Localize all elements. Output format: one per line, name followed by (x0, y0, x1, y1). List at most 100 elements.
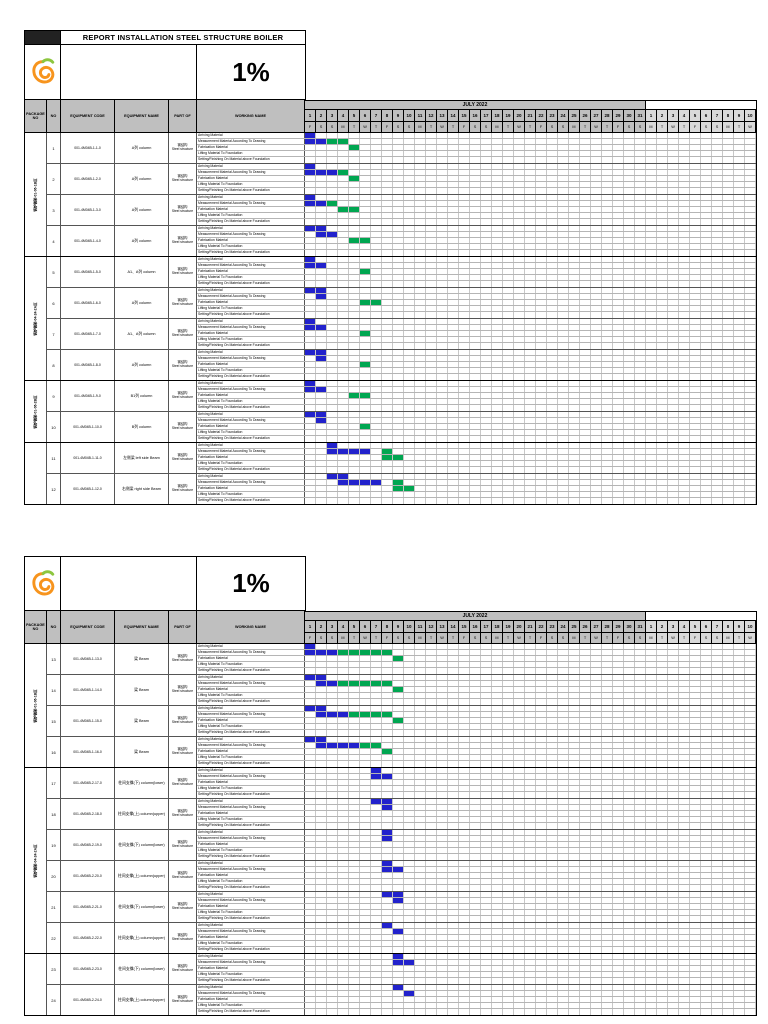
schedule-cell (635, 854, 646, 860)
schedule-cell (613, 467, 624, 473)
schedule-cell (525, 836, 536, 841)
schedule-cell (734, 139, 745, 144)
schedule-cell (701, 668, 712, 674)
schedule-cell (734, 399, 745, 404)
schedule-cell (624, 873, 635, 878)
schedule-cell (360, 910, 371, 915)
schedule-cell (514, 916, 525, 922)
schedule-cell (569, 294, 580, 299)
schedule-cell (668, 164, 679, 169)
schedule-cell (536, 749, 547, 754)
schedule-cell (360, 817, 371, 822)
schedule-cell (448, 799, 459, 804)
schedule-cell (602, 188, 613, 194)
schedule-cell (580, 842, 591, 847)
schedule-cell (558, 749, 569, 754)
schedule-cell (514, 730, 525, 736)
schedule-cell (514, 811, 525, 816)
schedule-cell (514, 325, 525, 330)
day-number-next-month: 2 (657, 110, 668, 122)
schedule-cell (503, 219, 514, 225)
schedule-cell (558, 343, 569, 349)
schedule-cell (503, 226, 514, 231)
schedule-cell (338, 263, 349, 268)
schedule-cell (679, 693, 690, 698)
schedule-cell (536, 250, 547, 256)
schedule-cell (569, 774, 580, 779)
schedule-cell (393, 675, 404, 680)
schedule-cell (558, 244, 569, 249)
schedule-cell (745, 650, 756, 655)
schedule-cell (437, 269, 448, 274)
schedule-cell (591, 269, 602, 274)
schedule-cell (382, 786, 393, 791)
schedule-cell (580, 319, 591, 324)
schedule-cell (393, 133, 404, 138)
schedule-cell (613, 662, 624, 667)
equipment-code: 001-4M04B-1-9-0 (61, 381, 115, 411)
schedule-cell (712, 337, 723, 342)
schedule-cell (646, 644, 657, 649)
schedule-cell (426, 675, 437, 680)
package-no-cell: 锅炉钢架-04-24-2A区 (25, 768, 47, 953)
schedule-cell (360, 916, 371, 922)
schedule-cell (503, 885, 514, 891)
schedule-cell (393, 842, 404, 847)
schedule-cell (701, 662, 712, 667)
schedule-cell (437, 294, 448, 299)
schedule-cell (316, 923, 327, 928)
schedule-cell (569, 768, 580, 773)
schedule-cell (657, 238, 668, 243)
schedule-cell (712, 786, 723, 791)
schedule-cell (723, 275, 734, 280)
part-of-cell: 钢结构 Steel structure (169, 706, 197, 736)
schedule-cell (514, 157, 525, 163)
schedule-cell (635, 133, 646, 138)
schedule-cell (338, 244, 349, 249)
schedule-cell (470, 412, 481, 417)
schedule-cell (723, 836, 734, 841)
schedule-cell (701, 724, 712, 729)
schedule-cell (360, 898, 371, 903)
schedule-cell (316, 916, 327, 922)
schedule-cell (745, 219, 756, 225)
schedule-cell (624, 699, 635, 705)
schedule-cell (580, 387, 591, 392)
schedule-cell (734, 823, 745, 829)
schedule-cell (514, 368, 525, 373)
working-step-label: Lifting Material To Foundation (197, 786, 305, 791)
schedule-cell (569, 885, 580, 891)
schedule-cell (635, 780, 646, 785)
schedule-cell (591, 288, 602, 293)
schedule-cell (723, 923, 734, 928)
schedule-cell (459, 656, 470, 661)
schedule-cell (448, 823, 459, 829)
schedule-cell (481, 662, 492, 667)
schedule-cell (415, 737, 426, 742)
schedule-cell (635, 480, 646, 485)
schedule-cell (448, 805, 459, 810)
schedule-cell (745, 923, 756, 928)
schedule-cell (316, 374, 327, 380)
schedule-cell (536, 910, 547, 915)
schedule-cell (360, 176, 371, 181)
schedule-cell (360, 461, 371, 466)
schedule-cell (569, 718, 580, 723)
schedule-cell (415, 325, 426, 330)
schedule-cell (481, 269, 492, 274)
schedule-cell (525, 724, 536, 729)
schedule-cell (404, 195, 415, 200)
schedule-cell (470, 474, 481, 479)
schedule-cell (712, 250, 723, 256)
schedule-cell (712, 898, 723, 903)
schedule-cell (558, 668, 569, 674)
schedule-cell (437, 139, 448, 144)
schedule-cell (734, 755, 745, 760)
schedule-cell (613, 656, 624, 661)
schedule-cell (470, 424, 481, 429)
schedule-cell (415, 817, 426, 822)
schedule-cell (613, 213, 624, 218)
schedule-cell (580, 467, 591, 473)
schedule-cell (437, 325, 448, 330)
schedule-cell (503, 656, 514, 661)
